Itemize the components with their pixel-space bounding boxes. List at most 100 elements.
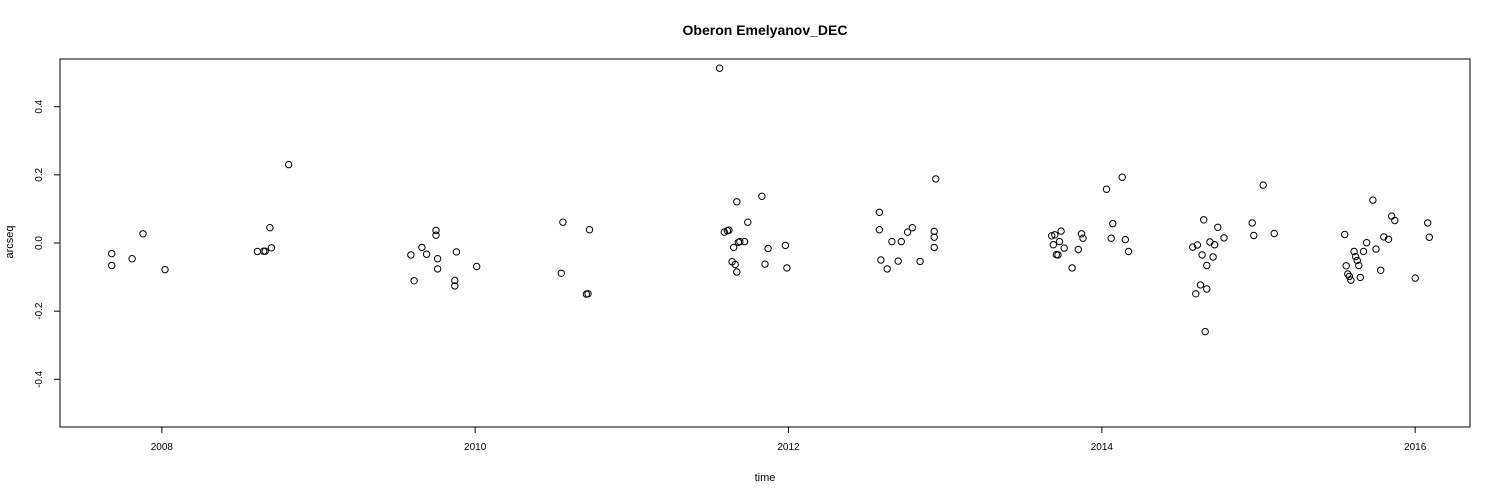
data-point <box>733 198 741 206</box>
data-point <box>1189 243 1197 251</box>
data-point <box>1424 219 1432 227</box>
data-point <box>1342 262 1350 270</box>
data-point <box>731 260 739 269</box>
data-point <box>1109 219 1117 228</box>
data-point <box>1411 274 1419 282</box>
data-point <box>1353 256 1361 265</box>
data-point <box>1388 212 1396 220</box>
data-point <box>1068 264 1076 272</box>
data-point <box>584 290 592 298</box>
data-point <box>1384 235 1393 244</box>
data-point <box>761 260 769 268</box>
x-axis: 2008 2010 2012 2014 2016 <box>151 426 1433 453</box>
data-point <box>1051 231 1059 239</box>
data-point <box>1351 252 1360 261</box>
data-point <box>1210 241 1219 249</box>
data-point <box>916 257 924 266</box>
y-tick-label: -0.2 <box>34 302 45 320</box>
data-point <box>433 265 442 273</box>
data-point <box>253 247 262 256</box>
data-point <box>1054 251 1062 259</box>
data-point <box>877 256 885 264</box>
data-point <box>1369 196 1377 204</box>
data-point <box>1192 290 1200 298</box>
data-point <box>730 243 738 252</box>
data-point <box>736 237 744 246</box>
data-point <box>1377 266 1385 274</box>
x-tick-label: 2014 <box>1091 442 1114 453</box>
data-point <box>1259 181 1267 189</box>
data-point <box>1118 173 1126 181</box>
data-point <box>128 255 136 263</box>
data-point <box>1198 251 1206 259</box>
data-point <box>1350 247 1358 256</box>
data-point <box>764 244 772 253</box>
chart-title: Oberon Emelyanov_DEC <box>683 22 848 38</box>
data-point <box>1200 216 1208 224</box>
data-point <box>139 230 147 238</box>
data-point <box>758 192 766 201</box>
data-point <box>875 226 884 234</box>
data-point <box>1356 273 1365 282</box>
data-point <box>1193 241 1202 249</box>
data-point <box>930 233 938 241</box>
data-point <box>781 241 790 250</box>
data-point <box>733 268 741 276</box>
data-point <box>422 250 431 258</box>
data-point <box>725 226 733 234</box>
data-point <box>1214 223 1222 232</box>
data-point <box>407 251 415 259</box>
data-point <box>1220 234 1228 242</box>
x-axis-label: time <box>755 472 776 484</box>
y-tick-label: 0.4 <box>34 99 45 113</box>
data-point <box>1060 244 1068 252</box>
x-tick-label: 2008 <box>151 442 174 453</box>
data-point <box>1055 237 1064 246</box>
data-point <box>585 226 594 234</box>
data-point <box>432 226 440 235</box>
data-point <box>451 282 459 290</box>
data-point <box>451 276 459 285</box>
data-point <box>559 218 567 226</box>
y-axis: -0.4 -0.2 0.0 0.2 0.4 <box>34 99 61 388</box>
data-point <box>1391 216 1399 225</box>
y-tick-label: 0.2 <box>34 167 45 181</box>
data-point <box>894 257 902 265</box>
data-point <box>267 244 276 252</box>
data-point <box>285 160 293 169</box>
data-point <box>432 231 440 239</box>
data-point <box>1248 219 1256 227</box>
data-point <box>1124 247 1133 256</box>
data-point <box>418 243 426 252</box>
data-point <box>1049 241 1058 249</box>
data-point <box>261 247 269 255</box>
data-point <box>1359 247 1368 256</box>
data-point <box>1270 229 1278 238</box>
data-point <box>452 248 461 256</box>
data-point <box>1250 231 1258 240</box>
data-point <box>1121 235 1130 244</box>
data-point <box>433 255 442 263</box>
data-point <box>108 261 116 270</box>
data-point <box>161 265 169 274</box>
data-point <box>1355 261 1363 270</box>
data-point <box>715 64 724 72</box>
y-tick-label: -0.4 <box>34 370 45 388</box>
data-point <box>1201 327 1209 336</box>
data-point <box>1347 276 1355 284</box>
data-point <box>1203 261 1211 270</box>
data-point <box>557 269 565 277</box>
y-axis-label: arcseq <box>4 225 16 258</box>
data-point <box>410 277 418 285</box>
plot-frame <box>59 58 1471 428</box>
data-point <box>1048 232 1056 240</box>
data-point <box>1074 245 1083 254</box>
data-point <box>1079 234 1087 242</box>
data-point <box>1425 233 1434 241</box>
data-point <box>744 218 752 226</box>
data-point <box>875 208 884 217</box>
data-point <box>1057 227 1065 235</box>
data-point <box>740 237 749 246</box>
data-point <box>1362 239 1371 247</box>
